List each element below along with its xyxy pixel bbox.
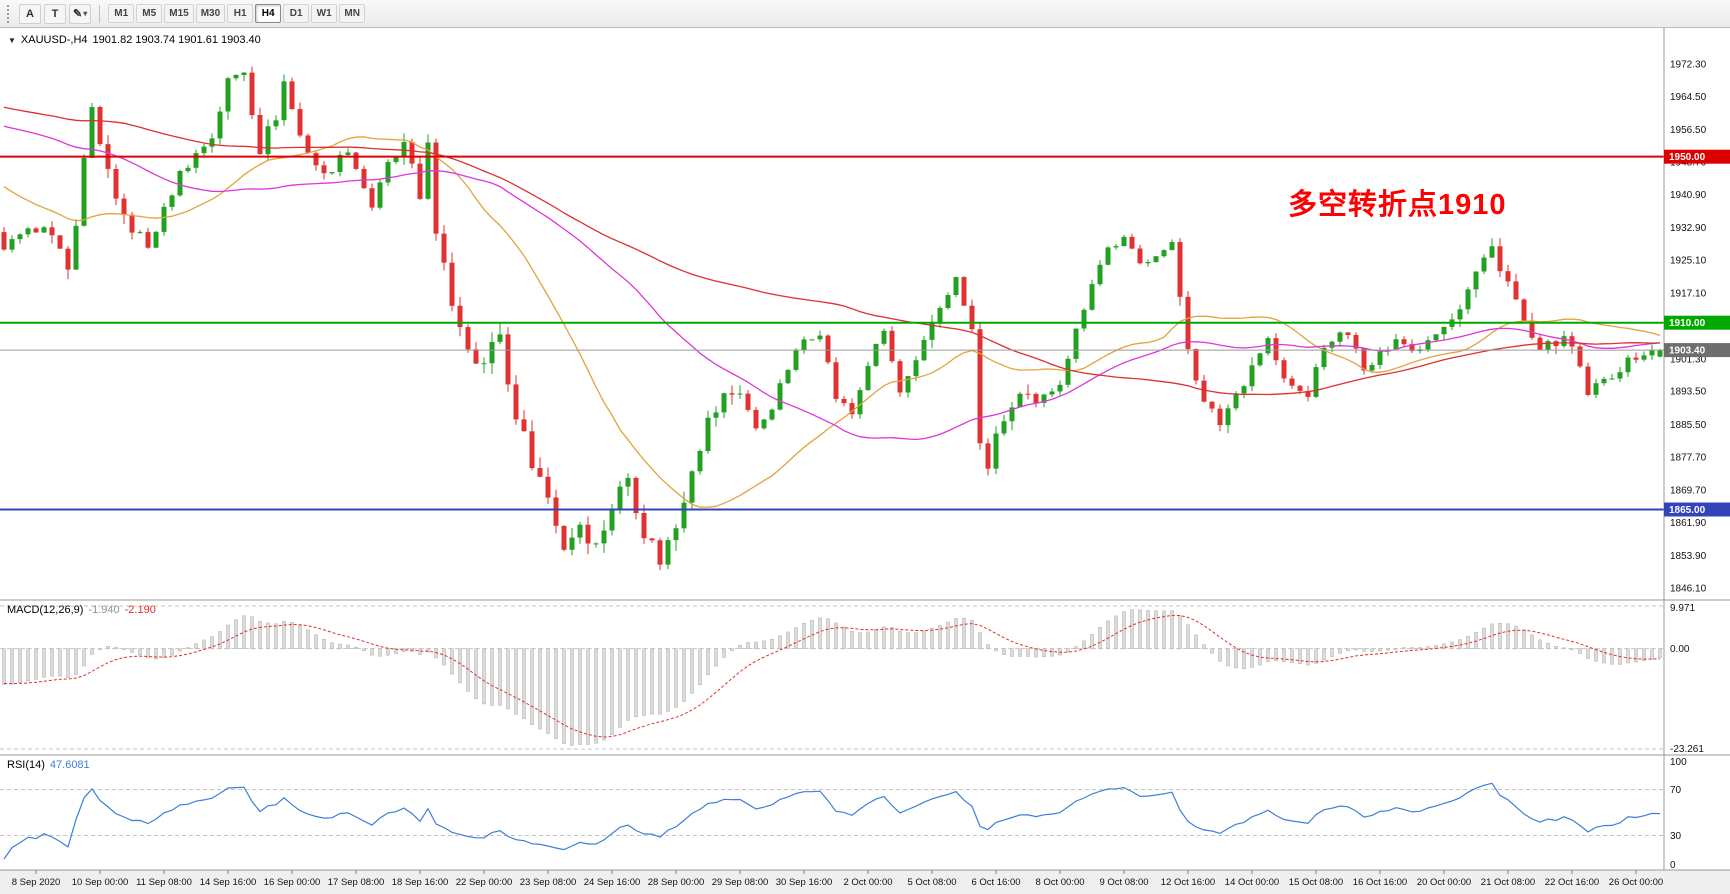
svg-text:29 Sep 08:00: 29 Sep 08:00 (712, 877, 769, 888)
svg-text:0: 0 (1670, 860, 1676, 871)
svg-text:1940.90: 1940.90 (1670, 190, 1707, 201)
pencil-icon: ✎ (73, 8, 83, 20)
svg-text:10 Sep 00:00: 10 Sep 00:00 (72, 877, 129, 888)
svg-text:14 Sep 16:00: 14 Sep 16:00 (200, 877, 257, 888)
label-tool-button[interactable]: T (44, 3, 66, 24)
text-tool-button[interactable]: A (19, 3, 41, 24)
timeframe-button-h1[interactable]: H1 (227, 4, 254, 23)
svg-text:15 Oct 08:00: 15 Oct 08:00 (1289, 877, 1343, 888)
svg-text:1865.00: 1865.00 (1669, 505, 1706, 516)
svg-text:1853.90: 1853.90 (1670, 551, 1707, 562)
timeframe-button-mn[interactable]: MN (339, 4, 366, 23)
timeframe-button-m15[interactable]: M15 (164, 4, 194, 23)
svg-text:14 Oct 00:00: 14 Oct 00:00 (1225, 877, 1279, 888)
draw-tool-button[interactable]: ✎ ▾ (69, 3, 92, 24)
chart-area: 1972.301964.501956.501948.701940.901932.… (0, 28, 1730, 894)
svg-text:6 Oct 16:00: 6 Oct 16:00 (971, 877, 1020, 888)
timeframe-button-m30[interactable]: M30 (195, 4, 226, 23)
price-axis[interactable] (1664, 28, 1730, 870)
svg-text:0.00: 0.00 (1670, 644, 1690, 655)
svg-text:100: 100 (1670, 757, 1687, 768)
timeframe-button-h4[interactable]: H4 (255, 4, 282, 23)
svg-text:1877.70: 1877.70 (1670, 452, 1707, 463)
svg-text:9 Oct 08:00: 9 Oct 08:00 (1099, 877, 1148, 888)
svg-text:1885.50: 1885.50 (1670, 420, 1707, 431)
svg-text:2 Oct 00:00: 2 Oct 00:00 (843, 877, 892, 888)
chart-canvas[interactable]: 1972.301964.501956.501948.701940.901932.… (0, 28, 1730, 894)
svg-text:8 Sep 2020: 8 Sep 2020 (12, 877, 61, 888)
svg-text:1901.30: 1901.30 (1670, 354, 1707, 365)
svg-text:1956.50: 1956.50 (1670, 125, 1707, 136)
timeframe-button-w1[interactable]: W1 (311, 4, 338, 23)
timeframe-button-m5[interactable]: M5 (136, 4, 163, 23)
svg-text:1950.00: 1950.00 (1669, 152, 1706, 163)
svg-text:18 Sep 16:00: 18 Sep 16:00 (392, 877, 449, 888)
svg-text:24 Sep 16:00: 24 Sep 16:00 (584, 877, 641, 888)
svg-text:1869.70: 1869.70 (1670, 486, 1707, 497)
svg-text:30: 30 (1670, 831, 1682, 842)
svg-text:26 Oct 00:00: 26 Oct 00:00 (1609, 877, 1663, 888)
pane-divider-macd[interactable] (0, 598, 1730, 603)
svg-text:70: 70 (1670, 785, 1682, 796)
caret-down-icon: ▾ (83, 9, 88, 18)
svg-text:1917.10: 1917.10 (1670, 289, 1707, 300)
svg-text:1846.10: 1846.10 (1670, 583, 1707, 594)
svg-text:1910.00: 1910.00 (1669, 318, 1706, 329)
toolbar: A T ✎ ▾ M1 M5 M15 M30 H1 H4 D1 W1 MN (0, 0, 1730, 28)
svg-text:1861.90: 1861.90 (1670, 518, 1707, 529)
svg-text:17 Sep 08:00: 17 Sep 08:00 (328, 877, 385, 888)
svg-text:12 Oct 16:00: 12 Oct 16:00 (1161, 877, 1215, 888)
svg-text:16 Oct 16:00: 16 Oct 16:00 (1353, 877, 1407, 888)
collapse-arrow-icon[interactable]: ▼ (8, 35, 16, 45)
svg-text:30 Sep 16:00: 30 Sep 16:00 (776, 877, 833, 888)
svg-text:8 Oct 00:00: 8 Oct 00:00 (1035, 877, 1084, 888)
svg-text:28 Sep 00:00: 28 Sep 00:00 (648, 877, 705, 888)
svg-text:22 Oct 16:00: 22 Oct 16:00 (1545, 877, 1599, 888)
svg-text:1893.50: 1893.50 (1670, 387, 1707, 398)
svg-text:1925.10: 1925.10 (1670, 256, 1707, 267)
svg-text:16 Sep 00:00: 16 Sep 00:00 (264, 877, 321, 888)
svg-text:9.971: 9.971 (1670, 603, 1695, 614)
svg-text:1964.50: 1964.50 (1670, 92, 1707, 103)
timeframe-button-d1[interactable]: D1 (283, 4, 310, 23)
pane-divider-rsi[interactable] (0, 753, 1730, 758)
svg-text:5 Oct 08:00: 5 Oct 08:00 (907, 877, 956, 888)
toolbar-separator (99, 4, 101, 23)
timeframe-button-m1[interactable]: M1 (108, 4, 135, 23)
svg-text:11 Sep 08:00: 11 Sep 08:00 (136, 877, 192, 888)
svg-text:1903.40: 1903.40 (1669, 346, 1706, 357)
svg-text:23 Sep 08:00: 23 Sep 08:00 (520, 877, 577, 888)
svg-text:21 Oct 08:00: 21 Oct 08:00 (1481, 877, 1535, 888)
svg-text:20 Oct 00:00: 20 Oct 00:00 (1417, 877, 1471, 888)
svg-text:1932.90: 1932.90 (1670, 223, 1707, 234)
time-axis[interactable] (0, 870, 1664, 894)
timeframe-group: M1 M5 M15 M30 H1 H4 D1 W1 MN (108, 4, 366, 23)
svg-text:22 Sep 00:00: 22 Sep 00:00 (456, 877, 513, 888)
toolbar-grip[interactable] (7, 4, 13, 23)
svg-text:-23.261: -23.261 (1670, 744, 1704, 755)
svg-text:1972.30: 1972.30 (1670, 60, 1707, 71)
